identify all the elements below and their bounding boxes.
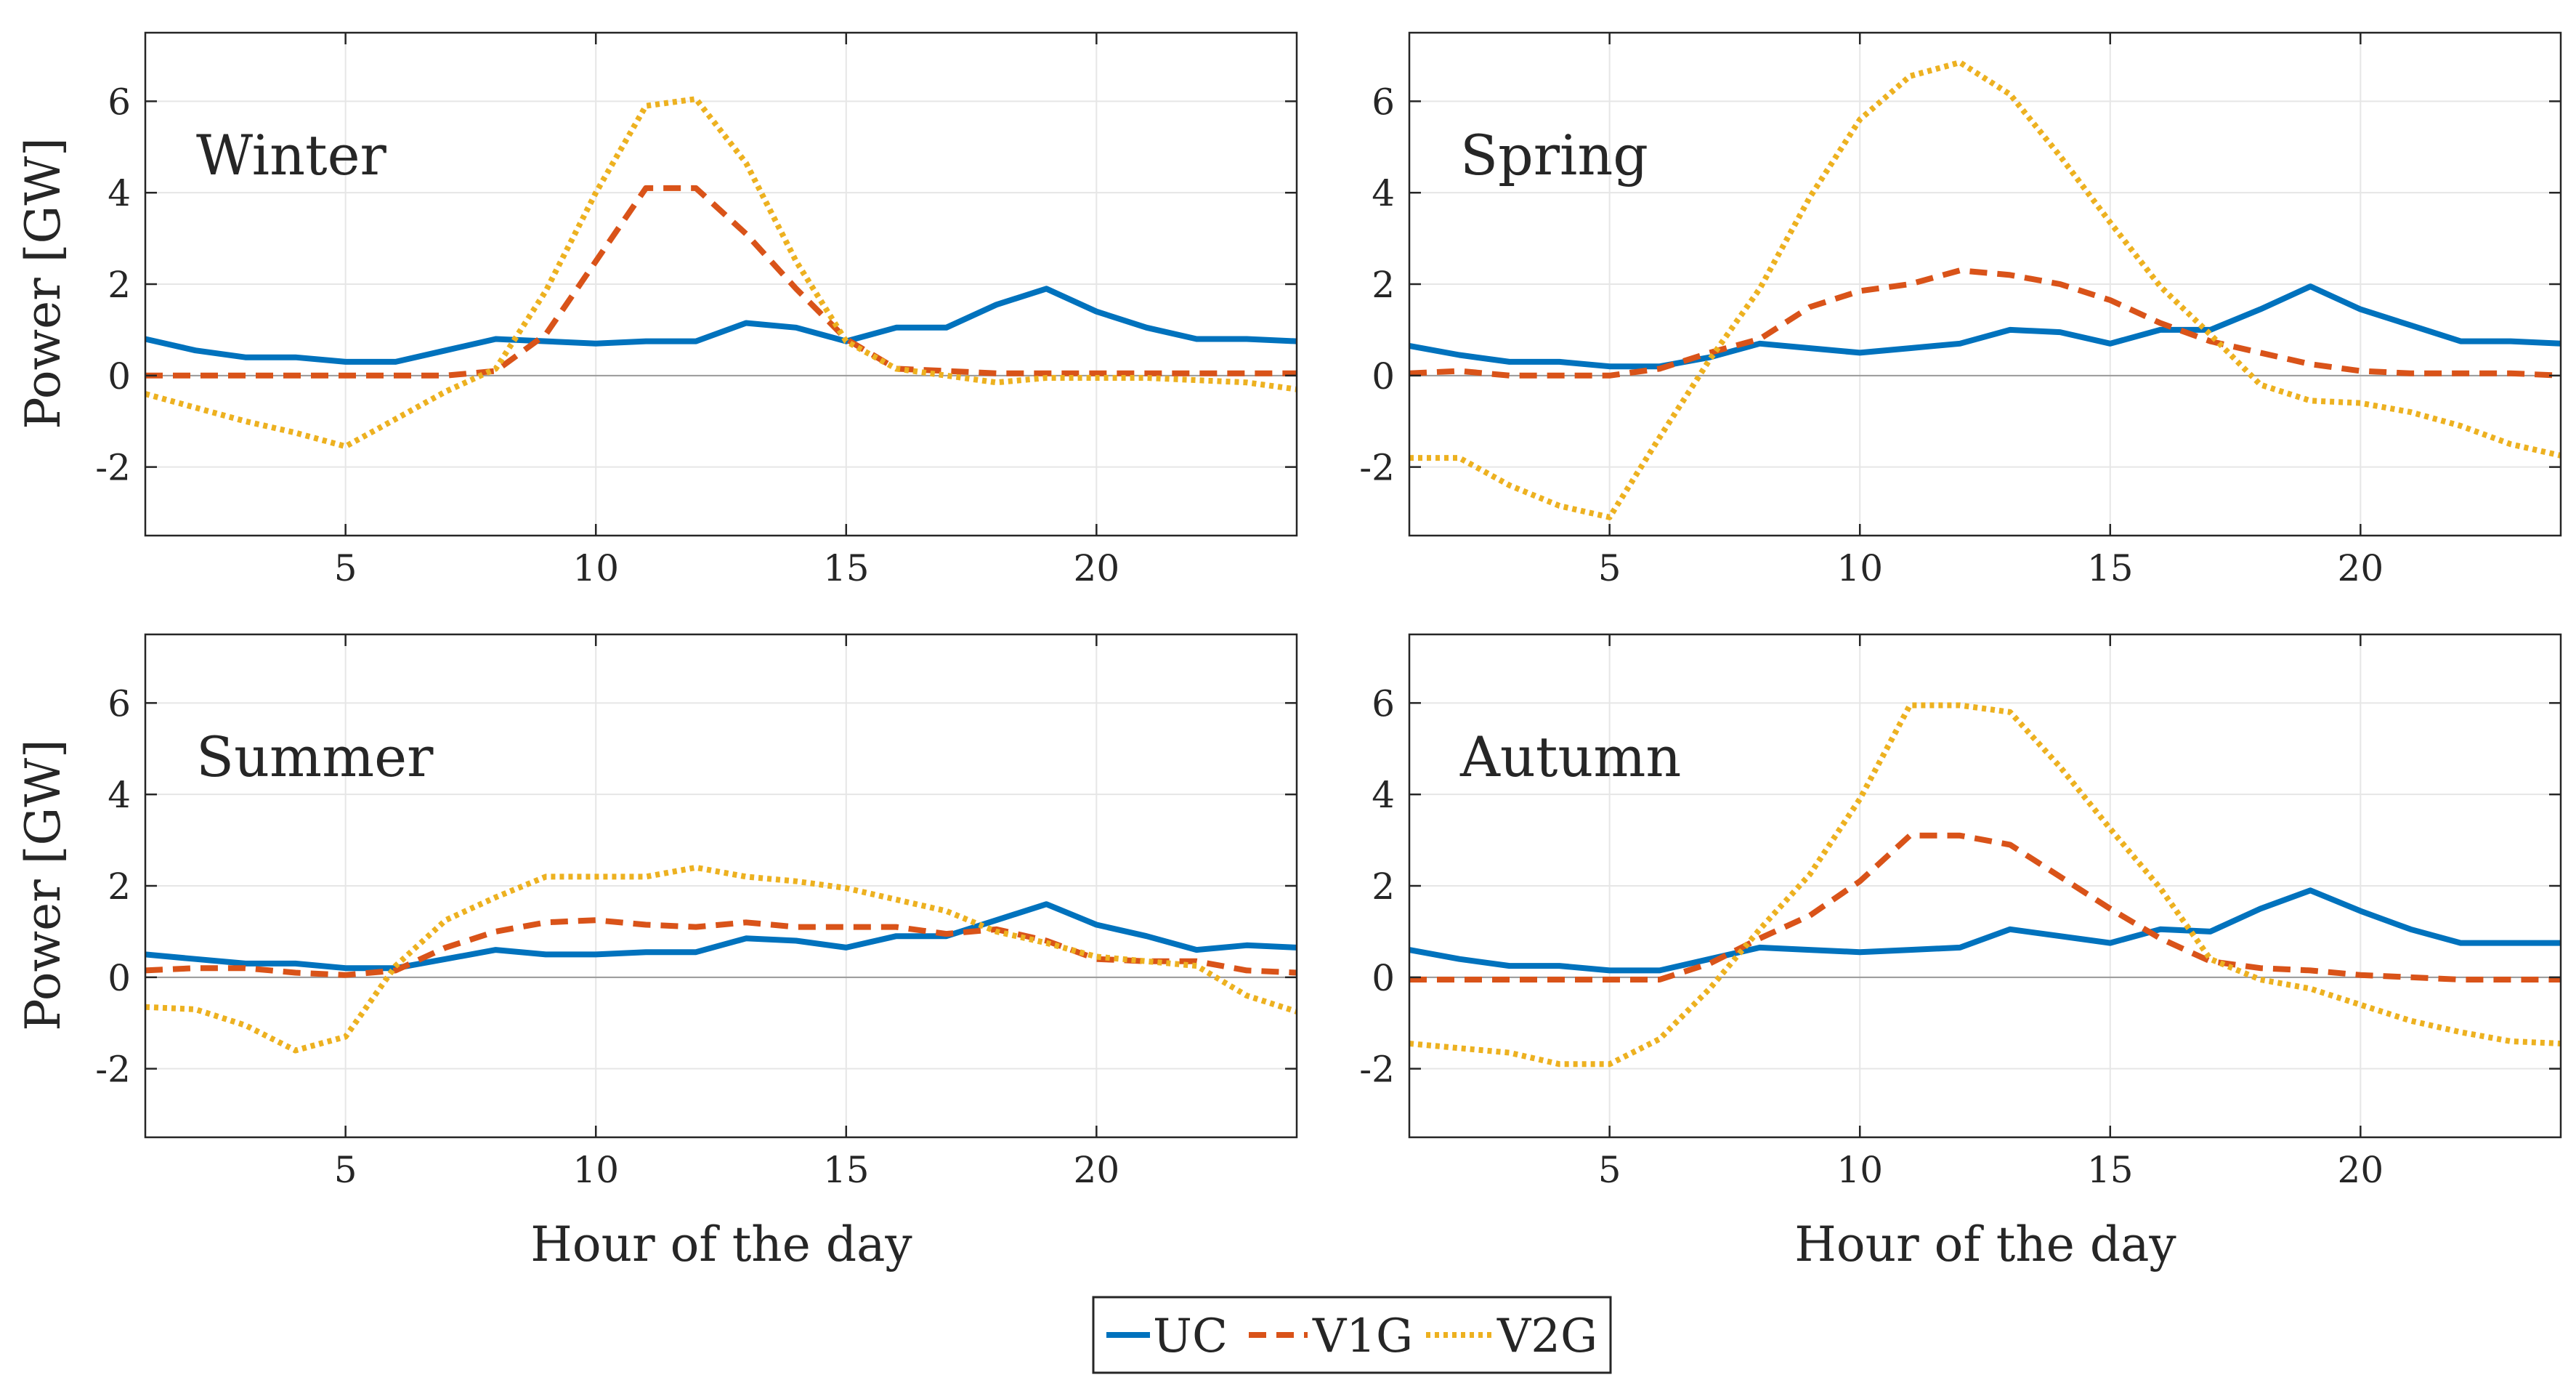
y-tick-label: 0 bbox=[1372, 957, 1395, 999]
y-tick-label: 2 bbox=[1372, 866, 1395, 908]
x-tick-label: 10 bbox=[1836, 547, 1883, 589]
legend-label-v2g: V2G bbox=[1496, 1310, 1597, 1363]
series-line-uc bbox=[145, 901, 1297, 972]
legend-label-uc: UC bbox=[1153, 1310, 1228, 1363]
y-tick-label: -2 bbox=[95, 447, 131, 489]
x-tick-label: 20 bbox=[2338, 1149, 2384, 1191]
y-tick-label: 6 bbox=[108, 682, 131, 725]
series-line-uc bbox=[145, 286, 1297, 365]
y-tick-label: 2 bbox=[1372, 264, 1395, 306]
x-tick-label: 15 bbox=[823, 547, 870, 589]
x-axis-label-right: Hour of the day bbox=[1794, 1216, 2176, 1272]
series-line-v2g bbox=[144, 96, 1297, 450]
y-tick-label: 6 bbox=[1372, 81, 1395, 123]
panel-autumn: 5 10 15 20 -2 0 2 4 6 Autumn bbox=[1359, 633, 2562, 1191]
y-tick-label: -2 bbox=[95, 1049, 131, 1091]
series-line-v2g bbox=[145, 864, 1298, 1054]
y-axis-label-bottom: Power [GW] bbox=[15, 739, 71, 1031]
series-line-v1g bbox=[1409, 832, 2561, 983]
y-tick-label: 6 bbox=[1372, 682, 1395, 725]
panel-spring: 5 10 15 20 -2 0 2 4 6 Spring bbox=[1359, 31, 2562, 589]
y-tick-label: 4 bbox=[1372, 774, 1395, 816]
y-tick-label: -2 bbox=[1359, 1049, 1395, 1091]
x-tick-label: 5 bbox=[334, 1149, 357, 1191]
y-tick-label: -2 bbox=[1359, 447, 1395, 489]
series-line-uc bbox=[1409, 283, 2561, 370]
panel-title: Autumn bbox=[1459, 725, 1681, 789]
x-tick-label: 5 bbox=[1598, 547, 1621, 589]
x-tick-label: 15 bbox=[2087, 1149, 2134, 1191]
series-line-v2g bbox=[1409, 702, 2561, 1068]
panel-title: Winter bbox=[196, 123, 387, 187]
panel-summer: 5 10 15 20 -2 0 2 4 6 Summer bbox=[95, 633, 1298, 1191]
y-tick-label: 2 bbox=[108, 264, 131, 306]
series-line-v1g bbox=[145, 185, 1297, 379]
panel-title: Spring bbox=[1460, 123, 1648, 187]
x-tick-label: 5 bbox=[1598, 1149, 1621, 1191]
y-tick-label: 0 bbox=[108, 355, 131, 398]
x-tick-label: 15 bbox=[2087, 547, 2134, 589]
x-tick-label: 20 bbox=[2338, 547, 2384, 589]
y-tick-label: 4 bbox=[108, 172, 131, 214]
y-axis-label-top: Power [GW] bbox=[15, 137, 71, 429]
series-line-uc bbox=[1409, 887, 2561, 974]
x-tick-label: 5 bbox=[334, 547, 357, 589]
legend: UC V1G V2G bbox=[1092, 1296, 1612, 1374]
series-line-v1g bbox=[1409, 267, 2561, 379]
x-tick-label: 10 bbox=[1836, 1149, 1883, 1191]
x-tick-label: 20 bbox=[1074, 1149, 1120, 1191]
y-tick-label: 0 bbox=[108, 957, 131, 999]
panel-winter: 5 10 15 20 -2 0 2 4 6 Winter bbox=[95, 31, 1298, 589]
y-tick-label: 2 bbox=[108, 866, 131, 908]
series-line-v2g bbox=[1409, 59, 2561, 520]
series-line-v1g bbox=[145, 917, 1297, 978]
x-tick-label: 15 bbox=[823, 1149, 870, 1191]
panel-title: Summer bbox=[196, 725, 434, 789]
x-tick-label: 20 bbox=[1074, 547, 1120, 589]
y-tick-label: 6 bbox=[108, 81, 131, 123]
legend-box bbox=[1092, 1296, 1612, 1374]
y-tick-label: 0 bbox=[1372, 355, 1395, 398]
y-tick-label: 4 bbox=[1372, 172, 1395, 214]
x-tick-label: 10 bbox=[572, 1149, 619, 1191]
y-tick-label: 4 bbox=[108, 774, 131, 816]
legend-label-v1g: V1G bbox=[1312, 1310, 1413, 1363]
x-axis-label-left: Hour of the day bbox=[530, 1216, 912, 1272]
x-tick-label: 10 bbox=[572, 547, 619, 589]
